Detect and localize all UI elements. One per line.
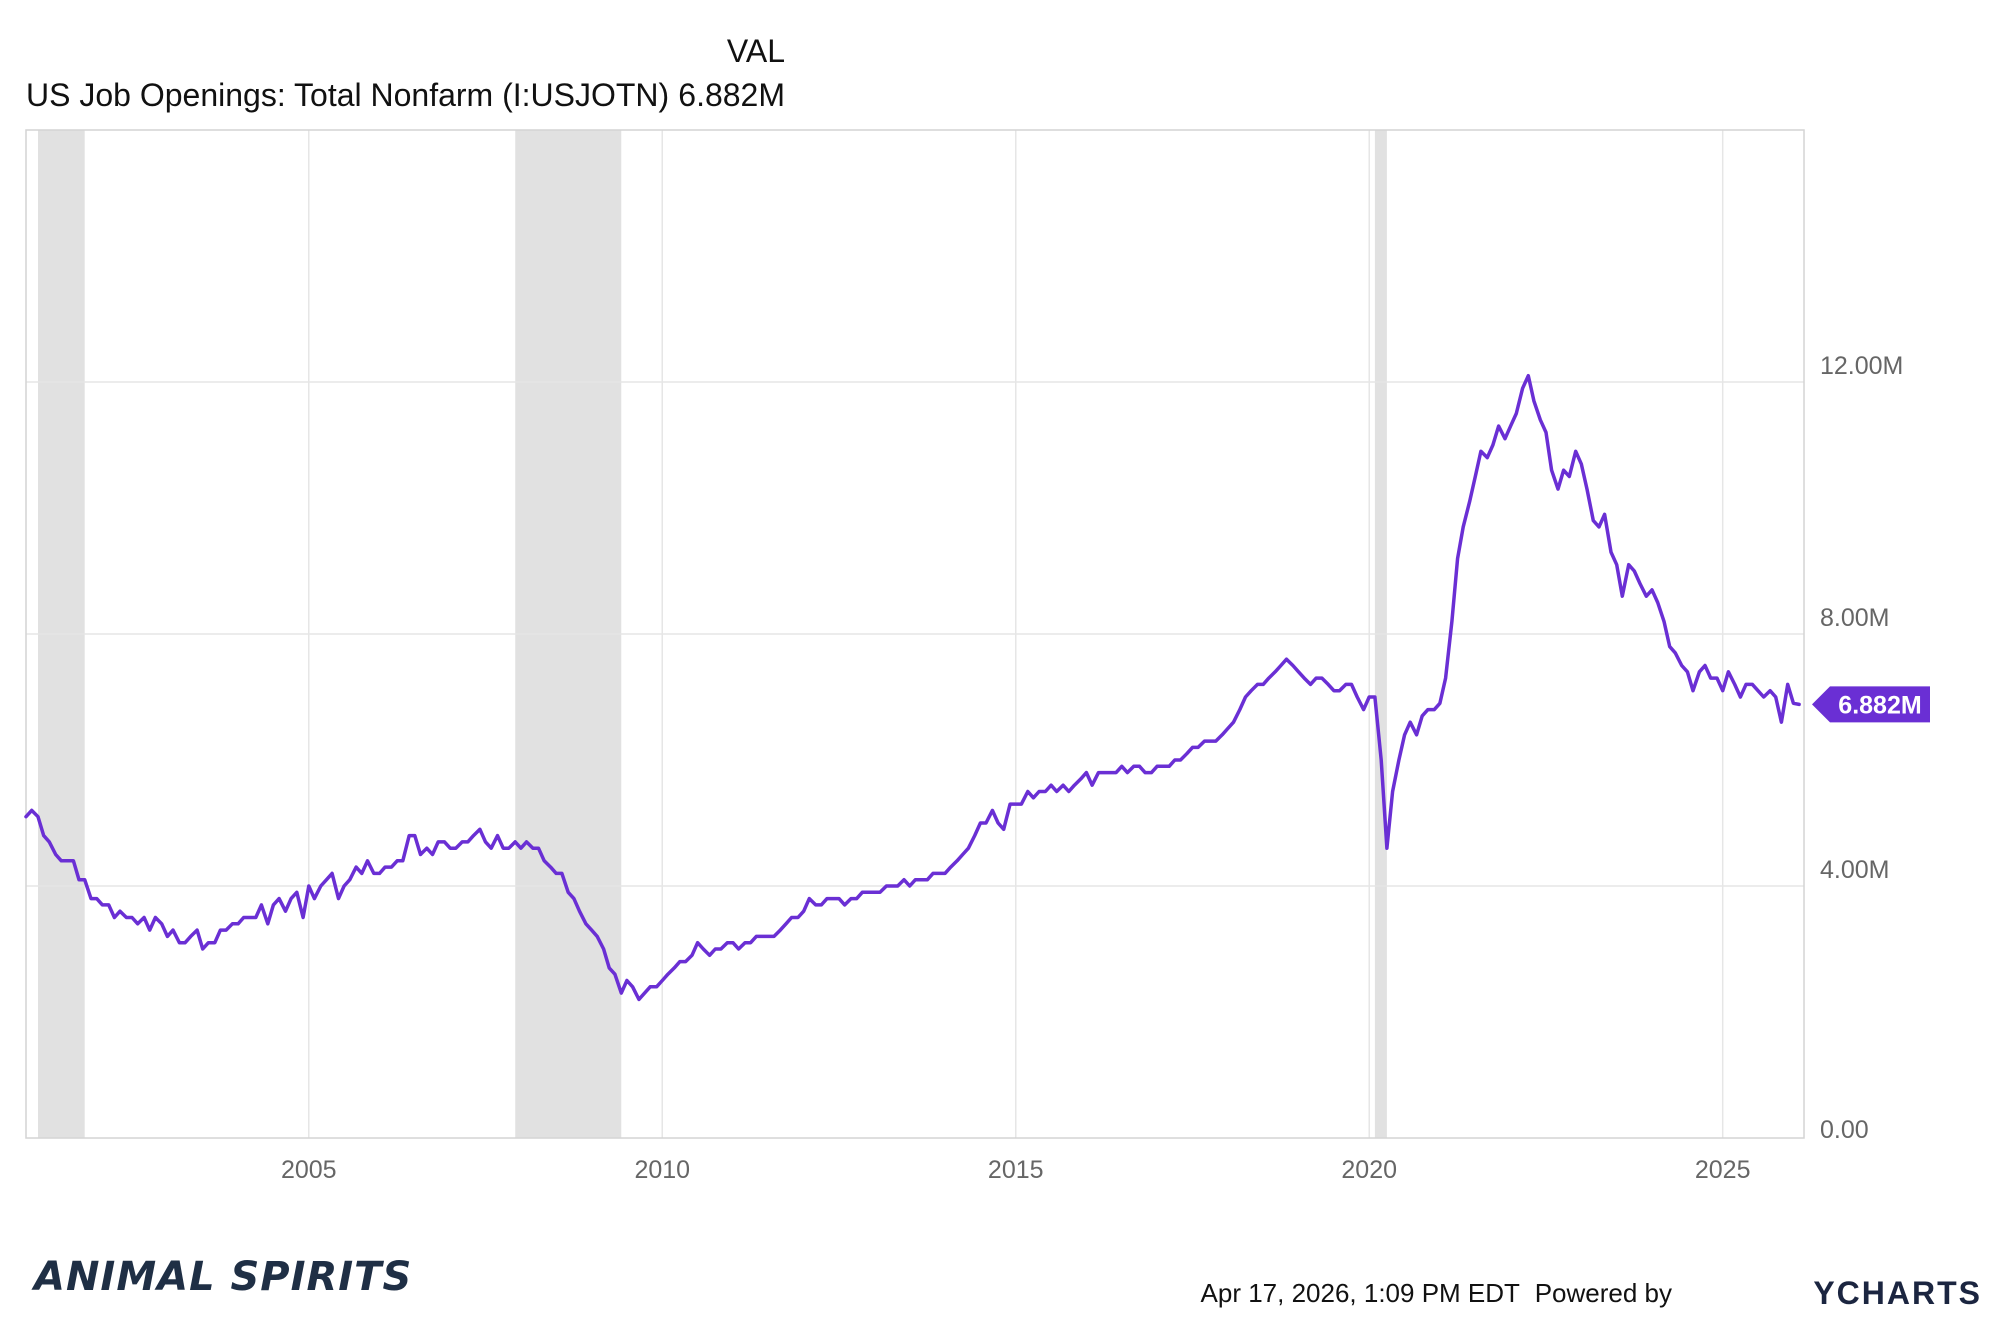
footer-powered-by: Powered by [1535, 1278, 1672, 1308]
y-axis-ticks: 0.00 4.00M 8.00M 12.00M [1820, 352, 1903, 1144]
animal-spirits-wordmark: ANIMAL SPIRITS [31, 1254, 412, 1300]
x-tick-label-2005: 2005 [281, 1156, 337, 1184]
x-axis-ticks: 2005 2010 2015 2020 2025 [281, 1156, 1751, 1184]
ycharts-logo[interactable]: YCHARTS [1813, 1275, 1982, 1311]
y-tick-label-8.00M: 8.00M [1820, 604, 1889, 632]
grid-lines [26, 130, 1804, 1138]
last-value-tag [1812, 686, 1930, 723]
footer: Apr 17, 2026, 1:09 PM EDT Powered by YCH… [1201, 1275, 1982, 1311]
footer-timestamp-text: Apr 17, 2026, 1:09 PM EDT [1201, 1278, 1521, 1308]
y-tick-label-12.00M: 12.00M [1820, 352, 1903, 380]
x-tick-label-2010: 2010 [634, 1156, 690, 1184]
legend: VAL US Job Openings: Total Nonfarm (I:US… [26, 33, 785, 113]
ycharts-wordmark[interactable]: YCHARTS [1813, 1275, 1982, 1311]
x-tick-label-2025: 2025 [1695, 1156, 1751, 1184]
legend-series-value: 6.882M [678, 77, 785, 113]
footer-timestamp: Apr 17, 2026, 1:09 PM EDT Powered by [1201, 1278, 1672, 1308]
series-line-0 [24, 373, 1801, 1002]
y-tick-label-0.00: 0.00 [1820, 1116, 1869, 1144]
last-value-label: 6.882M [1838, 691, 1921, 719]
last-value-marker: 6.882M [1812, 686, 1930, 723]
x-tick-label-2015: 2015 [988, 1156, 1044, 1184]
x-tick-label-2020: 2020 [1341, 1156, 1397, 1184]
y-tick-label-4.00M: 4.00M [1820, 856, 1889, 884]
legend-val-header: VAL [727, 33, 785, 69]
plot-frame [25, 129, 1805, 1139]
animal-spirits-logo: ANIMAL SPIRITS [31, 1254, 412, 1300]
legend-series-name: US Job Openings: Total Nonfarm (I:USJOTN… [26, 77, 669, 113]
series-group [24, 373, 1801, 1002]
